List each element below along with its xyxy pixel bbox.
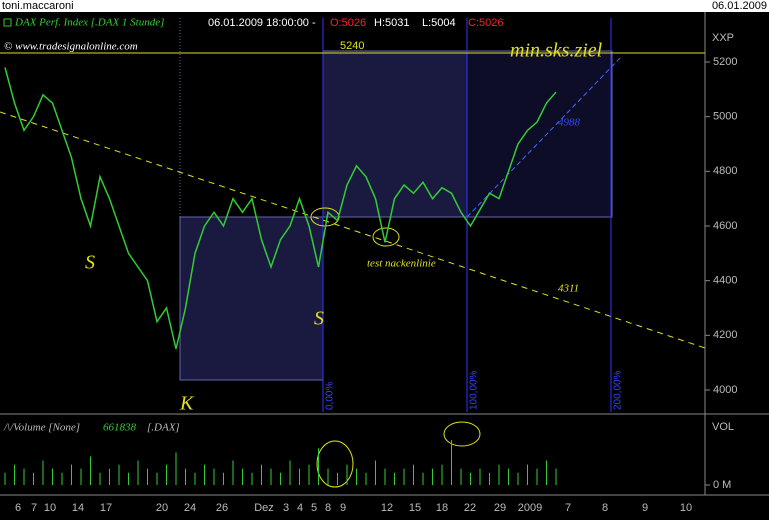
x-tick-label: 26 [216, 502, 228, 514]
x-tick-label: 12 [381, 502, 393, 514]
box [322, 50, 468, 218]
x-tick-label: 20 [156, 502, 168, 514]
legend-icon [3, 18, 12, 27]
date: 06.01.2009 [712, 0, 767, 12]
annotation: K [179, 393, 195, 415]
x-tick-label: 8 [602, 502, 608, 514]
y-tick-label: 5200 [713, 56, 737, 68]
y-tick-label: 5000 [713, 111, 737, 123]
x-tick-label: 4 [297, 502, 303, 514]
axis-label: XXP [712, 32, 734, 44]
highlight [443, 421, 481, 447]
annotation: 4988 [558, 117, 581, 129]
timestamp: 06.01.2009 18:00:00 - [208, 17, 316, 29]
x-tick-label: 14 [72, 502, 84, 514]
x-tick-label: 6 [15, 502, 21, 514]
volume-title: /\/Volume [None] [3, 422, 80, 434]
annotation: S [314, 308, 324, 330]
x-tick-label: 29 [494, 502, 506, 514]
legend: DAX Perf. Index [.DAX 1 Stunde] 06.01.20… [3, 17, 503, 53]
quote: O:5026 [330, 17, 366, 29]
user: toni.maccaroni [2, 0, 74, 12]
annotation: min.sks.ziel [510, 40, 603, 62]
y-tick-label: 4400 [713, 275, 737, 287]
y-tick-label: 4200 [713, 329, 737, 341]
axis-label: VOL [712, 421, 734, 433]
annotation: 5240 [340, 40, 364, 52]
x-tick-label: 17 [100, 502, 112, 514]
x-tick-label: 7 [565, 502, 571, 514]
x-tick-label: 3 [283, 502, 289, 514]
annotation: 100,00% [469, 370, 480, 410]
annotation: 0,00% [325, 382, 336, 410]
price-line [4, 67, 557, 350]
x-tick-label: 8 [325, 502, 331, 514]
annotation: 4311 [558, 283, 579, 295]
box [466, 50, 613, 218]
x-tick-label: 24 [184, 502, 196, 514]
x-tick-label: 2009 [518, 502, 542, 514]
volume-symbol: [.DAX] [147, 422, 180, 434]
quote: L:5004 [422, 17, 456, 29]
chart-title: DAX Perf. Index [.DAX 1 Stunde] [14, 17, 164, 29]
neckline [0, 111, 706, 349]
y-tick-label: 4800 [713, 165, 737, 177]
title-bar [0, 0, 769, 12]
x-tick-label: Dez [254, 502, 274, 514]
x-tick-label: 9 [340, 502, 346, 514]
x-tick-label: 18 [436, 502, 448, 514]
quote: H:5031 [374, 17, 409, 29]
x-tick-label: 9 [642, 502, 648, 514]
highlight [372, 227, 400, 247]
copyright: © www.tradesignalonline.com [4, 41, 138, 53]
y-tick-label: 0 M [713, 479, 731, 491]
box [179, 216, 324, 381]
x-tick-label: 10 [44, 502, 56, 514]
x-tick-label: 22 [464, 502, 476, 514]
y-tick-label: 4600 [713, 220, 737, 232]
x-tick-label: 10 [680, 502, 692, 514]
quote: C:5026 [468, 17, 503, 29]
x-tick-label: 5 [311, 502, 317, 514]
x-tick-label: 15 [409, 502, 421, 514]
volume-last: 661838 [103, 422, 137, 434]
x-tick-label: 7 [31, 502, 37, 514]
annotation: test nackenlinie [367, 258, 436, 270]
highlight [316, 440, 354, 488]
annotation: 200,00% [613, 370, 624, 410]
trend-line [466, 55, 623, 218]
y-tick-label: 4000 [713, 384, 737, 396]
annotation: S [85, 252, 95, 274]
